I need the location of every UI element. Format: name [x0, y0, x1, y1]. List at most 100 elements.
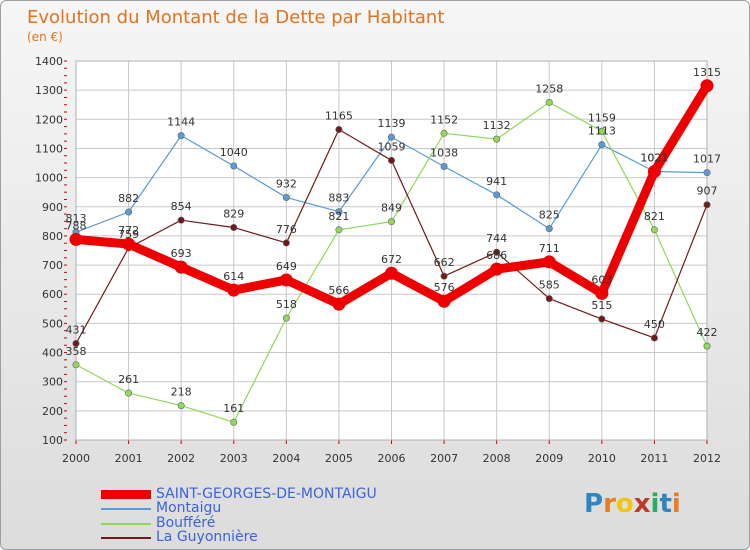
data-label: 1152 — [430, 113, 458, 126]
x-tick-label: 2011 — [640, 452, 668, 465]
logo-letter: r — [603, 489, 616, 519]
y-tick-label: 200 — [42, 405, 63, 418]
data-point — [493, 248, 501, 256]
y-tick-label: 300 — [42, 376, 63, 389]
data-point — [387, 133, 395, 141]
data-point — [647, 164, 661, 178]
data-point — [282, 193, 290, 201]
data-label: 907 — [697, 185, 718, 198]
data-point — [332, 297, 346, 311]
y-tick-label: 500 — [42, 317, 63, 330]
data-label: 849 — [381, 202, 402, 215]
plot-border — [75, 60, 708, 441]
data-point — [490, 262, 504, 276]
data-point — [387, 156, 395, 164]
logo-letter: i — [650, 489, 660, 519]
data-point — [650, 226, 658, 234]
data-point — [72, 340, 80, 348]
y-tick-label: 1400 — [35, 55, 63, 68]
data-label: 649 — [276, 260, 297, 273]
legend-label: SAINT-GEORGES-DE-MONTAIGU — [156, 486, 377, 502]
data-label: 1021 — [640, 151, 668, 164]
data-label: 759 — [118, 228, 139, 241]
x-tick-label: 2009 — [535, 452, 563, 465]
x-tick-label: 2000 — [62, 452, 90, 465]
data-point — [177, 402, 185, 410]
data-label: 829 — [223, 207, 244, 220]
data-label: 1017 — [693, 153, 721, 166]
data-point — [125, 389, 133, 397]
logo-letter: t — [659, 489, 672, 519]
data-label: 788 — [66, 219, 87, 232]
x-tick-label: 2007 — [430, 452, 458, 465]
x-tick-label: 2003 — [220, 452, 248, 465]
data-label: 941 — [486, 175, 507, 188]
data-point — [440, 272, 448, 280]
data-label: 672 — [381, 253, 402, 266]
legend-swatch — [101, 508, 151, 510]
data-label: 1315 — [693, 66, 721, 79]
data-point — [542, 255, 556, 269]
data-point — [72, 361, 80, 369]
data-label: 1258 — [535, 82, 563, 95]
data-point — [177, 216, 185, 224]
data-label: 515 — [591, 299, 612, 312]
data-point — [650, 334, 658, 342]
logo-letter: i — [671, 489, 681, 519]
data-label: 1113 — [588, 125, 616, 138]
x-tick-label: 2008 — [483, 452, 511, 465]
logo-letter: P — [584, 489, 604, 519]
data-label: 1144 — [167, 116, 195, 129]
data-point — [230, 223, 238, 231]
legend-swatch — [101, 523, 151, 525]
data-label: 261 — [118, 373, 139, 386]
data-label: 576 — [434, 281, 455, 294]
y-tick-label: 900 — [42, 201, 63, 214]
data-label: 821 — [644, 210, 665, 223]
x-tick-label: 2012 — [693, 452, 721, 465]
data-label: 422 — [697, 326, 718, 339]
data-point — [227, 283, 241, 297]
chart-unit-label: (en €) — [27, 30, 63, 44]
chart-title: Evolution du Montant de la Dette par Hab… — [27, 7, 445, 28]
x-tick-label: 2001 — [115, 452, 143, 465]
data-label: 1040 — [220, 146, 248, 159]
data-label: 662 — [434, 256, 455, 269]
data-point — [595, 286, 609, 300]
data-point — [282, 314, 290, 322]
data-label: 821 — [328, 210, 349, 223]
data-label: 1021 — [640, 151, 668, 164]
data-label: 825 — [539, 209, 560, 222]
data-point — [440, 129, 448, 137]
x-tick-label: 2002 — [167, 452, 195, 465]
data-point — [335, 208, 343, 216]
y-tick-label: 100 — [42, 434, 63, 447]
data-label: 686 — [486, 249, 507, 262]
y-tick-label: 700 — [42, 259, 63, 272]
data-point — [598, 141, 606, 149]
legend-swatch — [101, 537, 151, 539]
data-point — [174, 260, 188, 274]
logo-letter: x — [633, 489, 651, 519]
data-label: 882 — [118, 192, 139, 205]
data-point — [703, 169, 711, 177]
data-label: 932 — [276, 177, 297, 190]
logo-letter: o — [615, 489, 634, 519]
data-point — [335, 226, 343, 234]
legend-label: Montaigu — [156, 500, 222, 516]
x-tick-label: 2010 — [588, 452, 616, 465]
data-label: 1159 — [588, 111, 616, 124]
data-point — [545, 225, 553, 233]
data-label: 854 — [171, 200, 192, 213]
data-point — [122, 237, 136, 251]
data-point — [700, 79, 714, 93]
data-label: 518 — [276, 298, 297, 311]
data-label: 566 — [328, 284, 349, 297]
x-tick-label: 2005 — [325, 452, 353, 465]
data-point — [69, 232, 83, 246]
data-label: 450 — [644, 318, 665, 331]
data-label: 358 — [66, 345, 87, 358]
data-label: 1059 — [378, 140, 406, 153]
